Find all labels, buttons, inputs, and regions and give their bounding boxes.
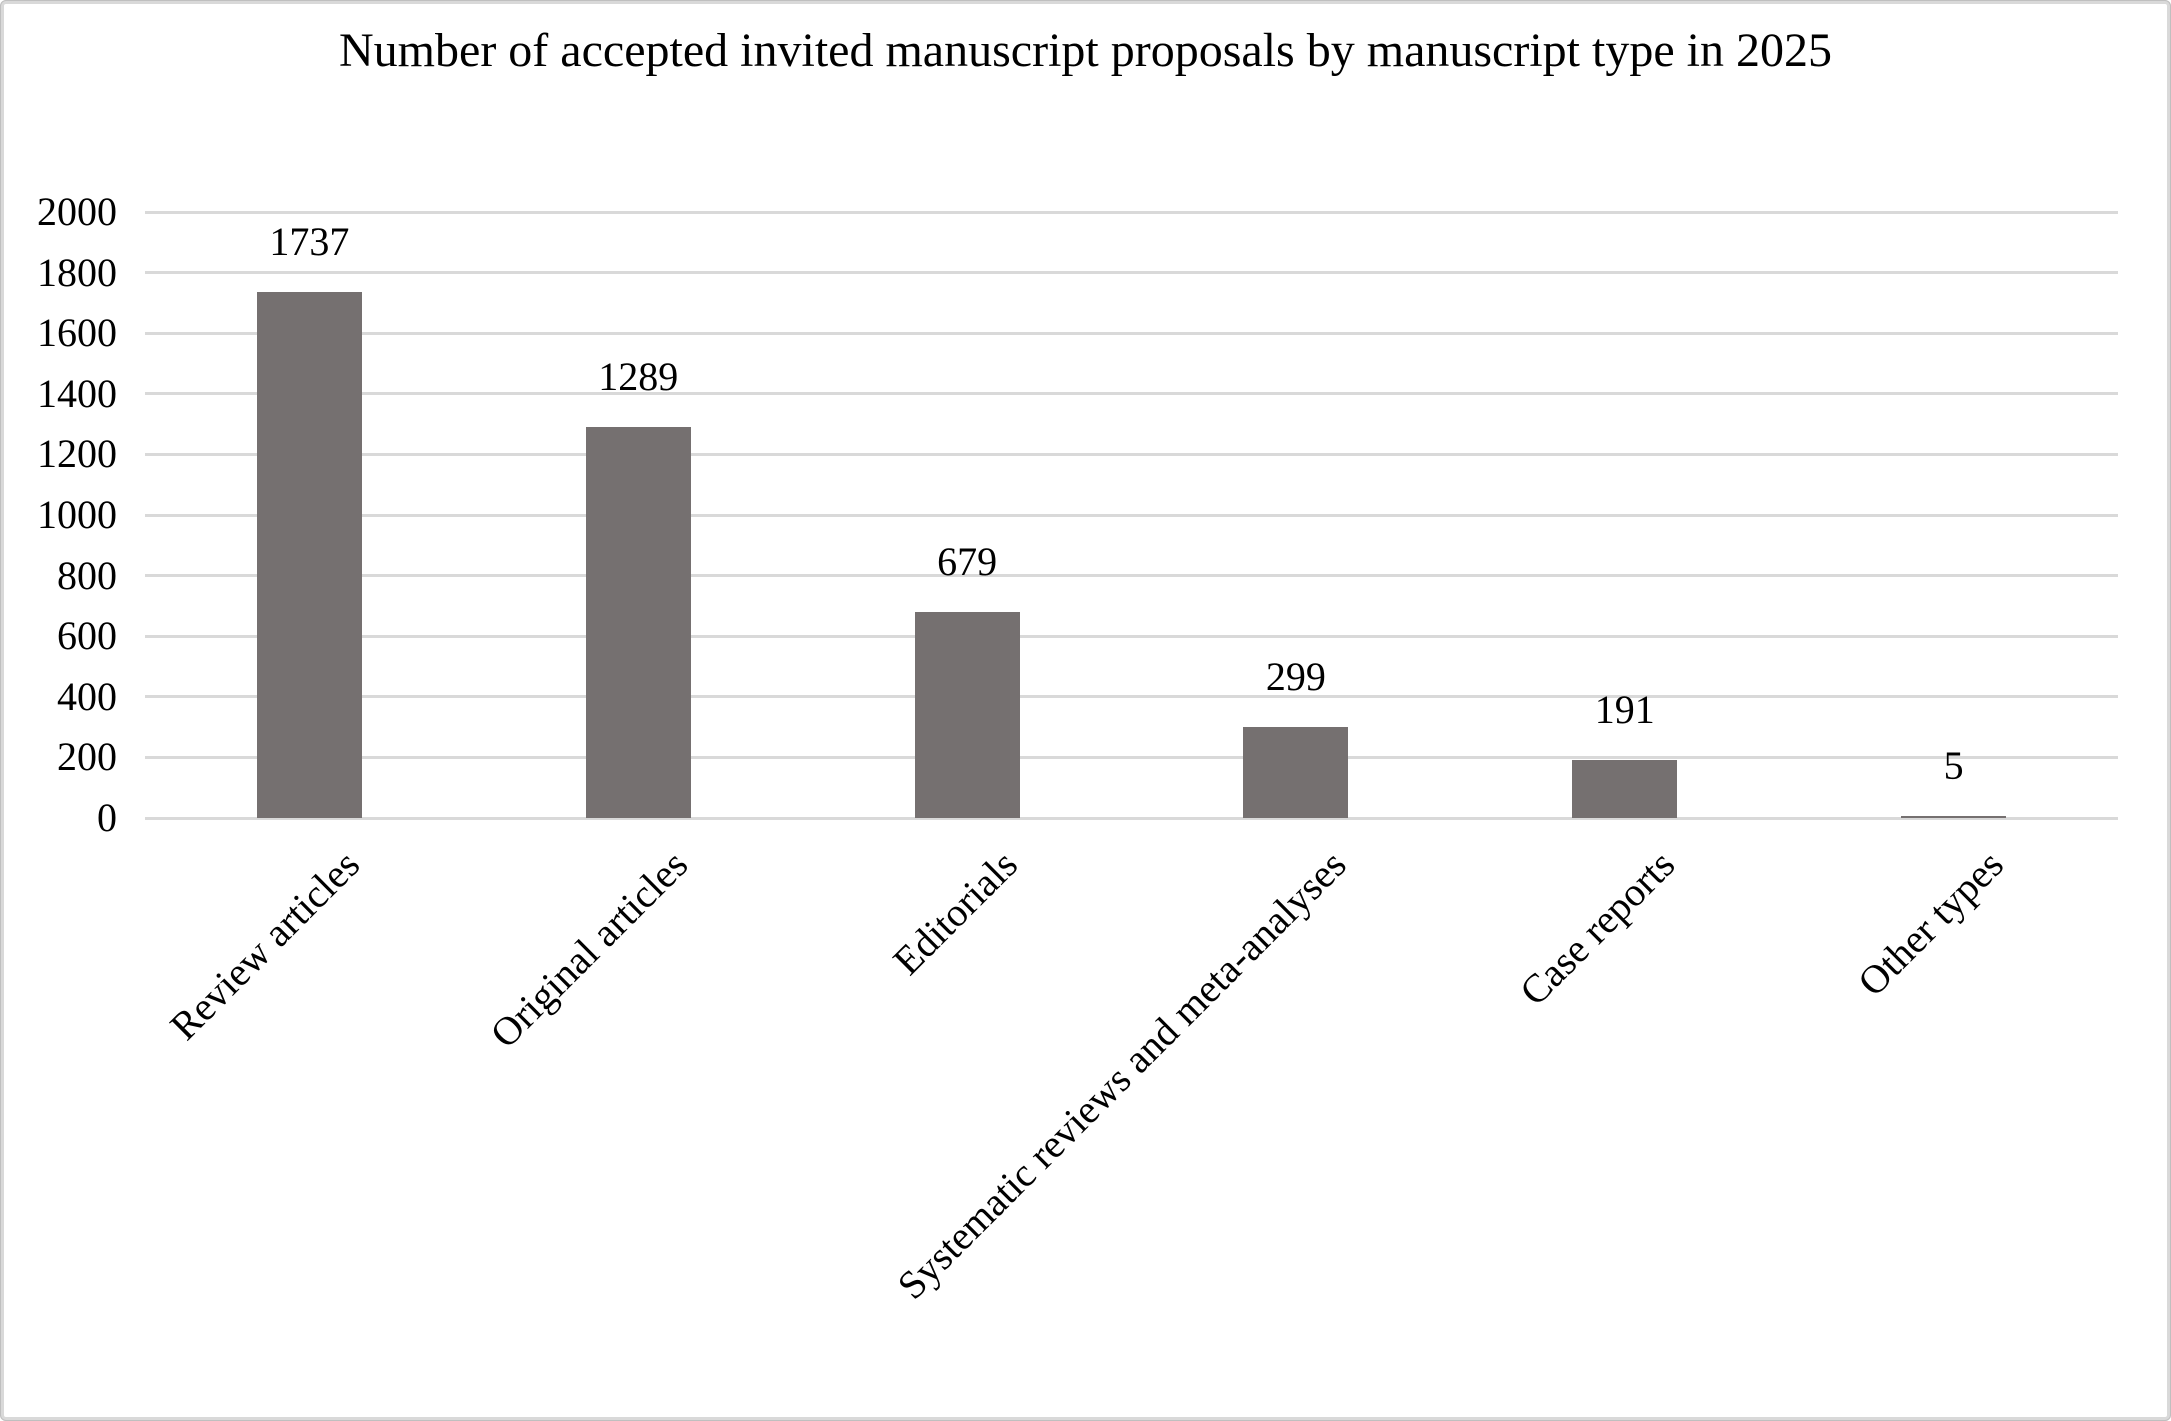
data-label: 679 <box>937 539 998 585</box>
gridline <box>145 634 2118 638</box>
bar-other-types <box>1901 816 2007 818</box>
gridline <box>145 271 2118 275</box>
y-axis-tick-label: 1600 <box>37 310 117 356</box>
y-axis-tick-label: 2000 <box>37 189 117 234</box>
gridline <box>145 695 2118 699</box>
x-axis-category-label: Other types <box>1849 841 2012 1005</box>
data-label: 299 <box>1265 654 1326 700</box>
y-axis-tick-label: 200 <box>57 734 117 780</box>
y-axis-tick-label: 800 <box>57 552 117 598</box>
y-axis-tick-label: 0 <box>97 795 117 840</box>
gridline <box>145 513 2118 517</box>
bar-case-reports <box>1572 760 1678 818</box>
x-axis-category-label: Case reports <box>1510 841 1684 1014</box>
x-axis-category-label: Editorials <box>883 841 1026 984</box>
data-label: 191 <box>1594 687 1655 733</box>
y-axis-tick-label: 1200 <box>37 431 117 477</box>
gridline <box>145 392 2118 396</box>
data-label: 5 <box>1943 743 1964 788</box>
gridline <box>145 574 2118 578</box>
y-axis-tick-label: 1000 <box>37 492 117 537</box>
y-axis-tick-label: 1800 <box>37 249 117 295</box>
y-axis-tick-label: 600 <box>57 613 117 659</box>
gridline <box>145 210 2118 214</box>
data-label: 1289 <box>598 354 679 400</box>
gridline <box>145 452 2118 456</box>
data-label: 1737 <box>269 218 350 264</box>
x-axis-category-label: Review articles <box>160 841 368 1049</box>
y-axis-tick-label: 1400 <box>37 370 117 416</box>
chart-title: Number of accepted invited manuscript pr… <box>339 24 1832 77</box>
bar-original-articles <box>585 427 691 818</box>
y-axis-tick-label: 400 <box>57 673 117 719</box>
bar-review-articles <box>256 291 362 818</box>
gridline <box>145 331 2118 335</box>
gridline <box>145 755 2118 759</box>
gridline <box>145 816 2118 820</box>
plot-area <box>145 210 2118 820</box>
bar-systematic-reviews-and-meta-analyses <box>1243 727 1349 818</box>
bar-editorials <box>914 612 1020 818</box>
x-axis-category-label: Original articles <box>481 841 697 1057</box>
